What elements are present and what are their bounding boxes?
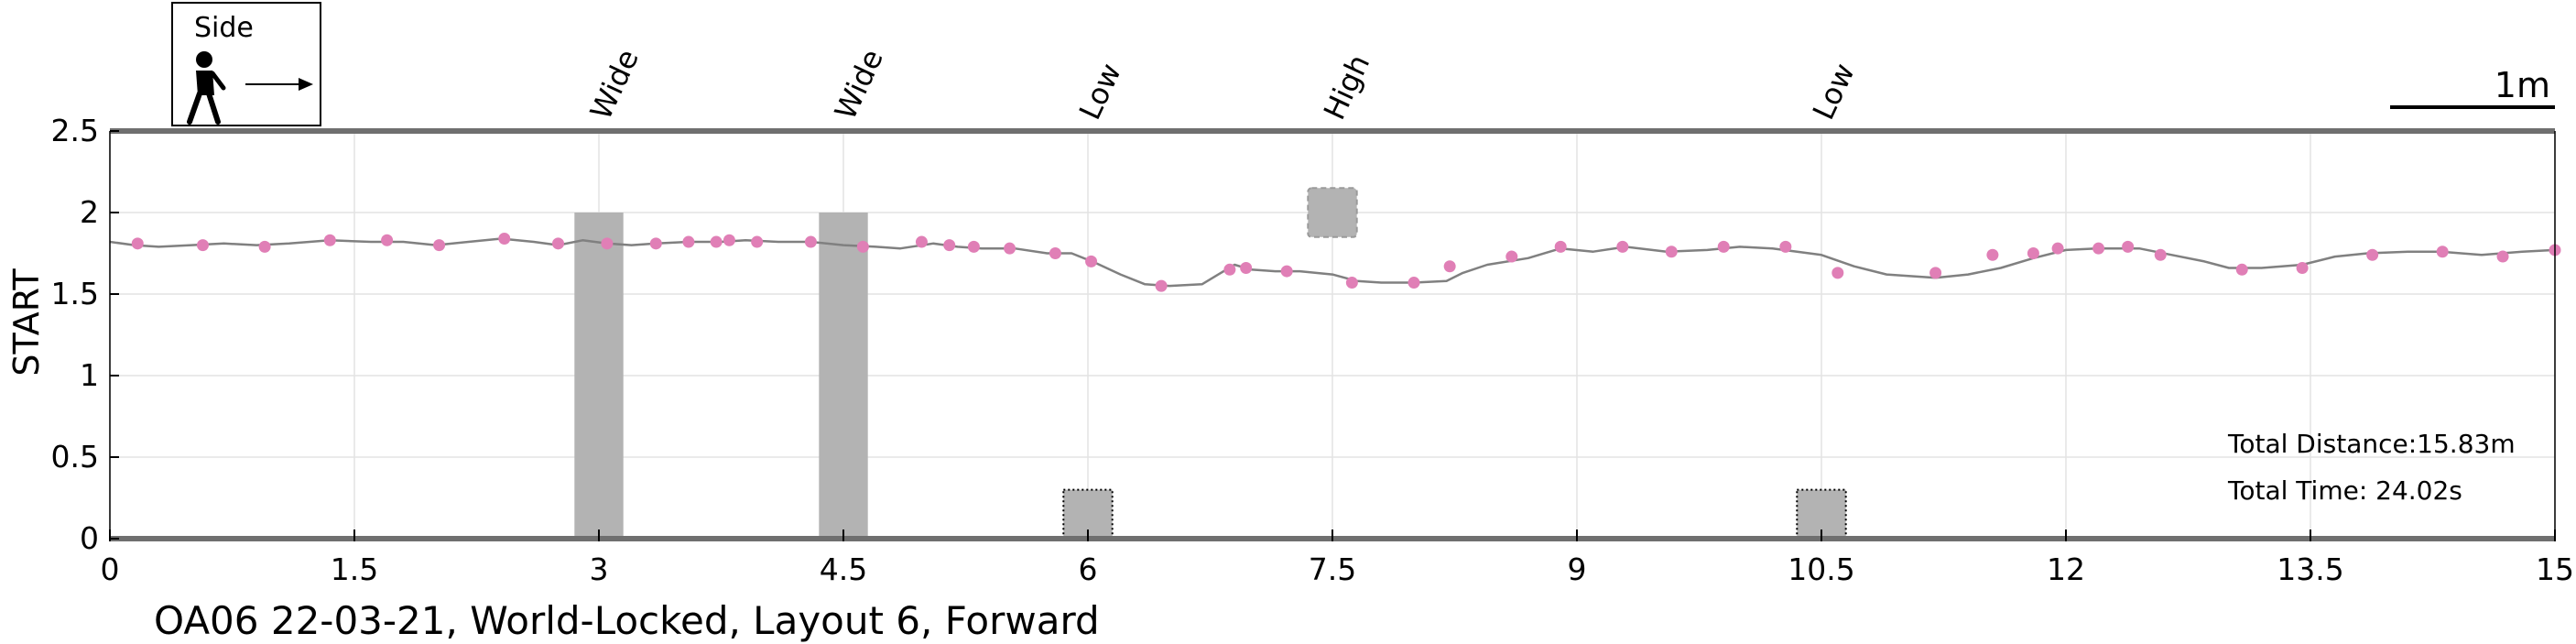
trajectory-point [856,240,869,253]
trajectory-point [2051,242,2064,255]
axes [109,128,2556,541]
trajectory-point [131,237,144,250]
x-tick-label: 12 [2047,551,2085,587]
figure-footer-title: OA06 22-03-21, World-Locked, Layout 6, F… [154,598,1100,643]
trajectory-point [2092,242,2105,255]
obstacle-label-low: Low [1806,58,1862,125]
obstacle-high [1307,187,1358,238]
trajectory-point [601,237,614,250]
trajectory-point [1085,255,1098,267]
trajectory-point [915,235,928,248]
x-tick-labels: 0 1.5 3 4.5 6 7.5 9 10.5 12 13.5 15 [101,551,2575,587]
trajectory-point [1240,262,1253,275]
trajectory-point [1929,267,1942,279]
total-time-label: Total Time: 24.02s [2227,475,2462,506]
trajectory-point [804,235,817,248]
x-tick-label: 6 [1079,551,1098,587]
arrow-right-icon [245,78,313,91]
trajectory-point [1717,240,1730,253]
trajectory-point [258,240,271,253]
trajectory-point [1986,248,1999,261]
trajectory-point [943,239,956,252]
obstacle-label-wide: Wide [828,44,890,125]
obstacle-label-high: High [1317,49,1377,126]
y-tick-labels: 0 0.5 1 1.5 2 2.5 [51,113,99,556]
trajectory-point [2122,240,2135,253]
obstacles [574,187,1847,540]
y-tick-label: 2.5 [51,113,99,148]
trajectory-point [498,232,511,245]
x-tick-label: 15 [2536,551,2574,587]
trajectory-point [2366,248,2379,261]
y-axis-title: START [6,268,47,377]
trajectory-point [1505,250,1518,263]
trajectory-point [710,235,723,248]
trajectory-point [2154,248,2167,261]
trajectory-point [433,239,446,252]
trajectory-point [1616,240,1629,253]
trajectory-point [1280,265,1293,278]
obstacle-label-low: Low [1072,58,1128,125]
trajectory-point [2027,247,2039,259]
obstacle-wide [819,213,868,539]
trajectory-point [323,234,336,246]
trajectory-point [1779,240,1792,253]
x-tick-label: 13.5 [2277,551,2343,587]
walking-person-icon [187,51,226,125]
x-tick-label: 4.5 [820,551,867,587]
trajectory-point [2436,246,2449,258]
trajectory-point [1665,246,1678,258]
trajectory-point [751,235,764,248]
trajectory-point [1345,277,1358,289]
y-tick-label: 0.5 [51,439,99,475]
direction-legend: Side [171,2,321,126]
trajectory-point [2296,262,2309,275]
trajectory-point [552,237,564,250]
x-tick-label: 0 [101,551,120,587]
trajectory-point [1155,279,1168,292]
trajectory-point [1049,247,1061,259]
x-tick-label: 7.5 [1309,551,1356,587]
trajectory-point [1223,263,1236,276]
y-tick-label: 0 [80,520,99,556]
trajectory-point [1004,242,1016,255]
trajectory-point [1831,267,1844,279]
legend-side-label: Side [194,12,254,44]
trajectory-point [2235,263,2248,276]
obstacle-wide [574,213,624,539]
trajectory-point [1408,277,1420,289]
x-tick-label: 9 [1568,551,1587,587]
trajectory-point [723,234,735,246]
trajectory-point [649,237,662,250]
trajectory-point [1443,260,1456,273]
y-tick-label: 2 [80,194,99,230]
trajectory-point [1554,240,1567,253]
x-tick-label: 10.5 [1788,551,1854,587]
obstacle-label-wide: Wide [583,44,646,125]
scale-bar: 1m [2390,65,2555,109]
scale-bar-label: 1m [2494,65,2550,105]
obstacle-labels: Wide Wide Low High Low [583,44,1862,125]
x-tick-label: 3 [590,551,609,587]
total-distance-label: Total Distance:15.83m [2227,429,2516,459]
x-tick-label: 1.5 [331,551,378,587]
trajectory-point [967,240,980,253]
trajectory-point [682,235,695,248]
trajectory-point [2496,250,2509,263]
trajectory-point [381,234,394,246]
y-tick-label: 1 [80,357,99,393]
y-tick-label: 1.5 [51,276,99,311]
trajectory-markers [131,232,2561,292]
trajectory-point [196,239,209,252]
